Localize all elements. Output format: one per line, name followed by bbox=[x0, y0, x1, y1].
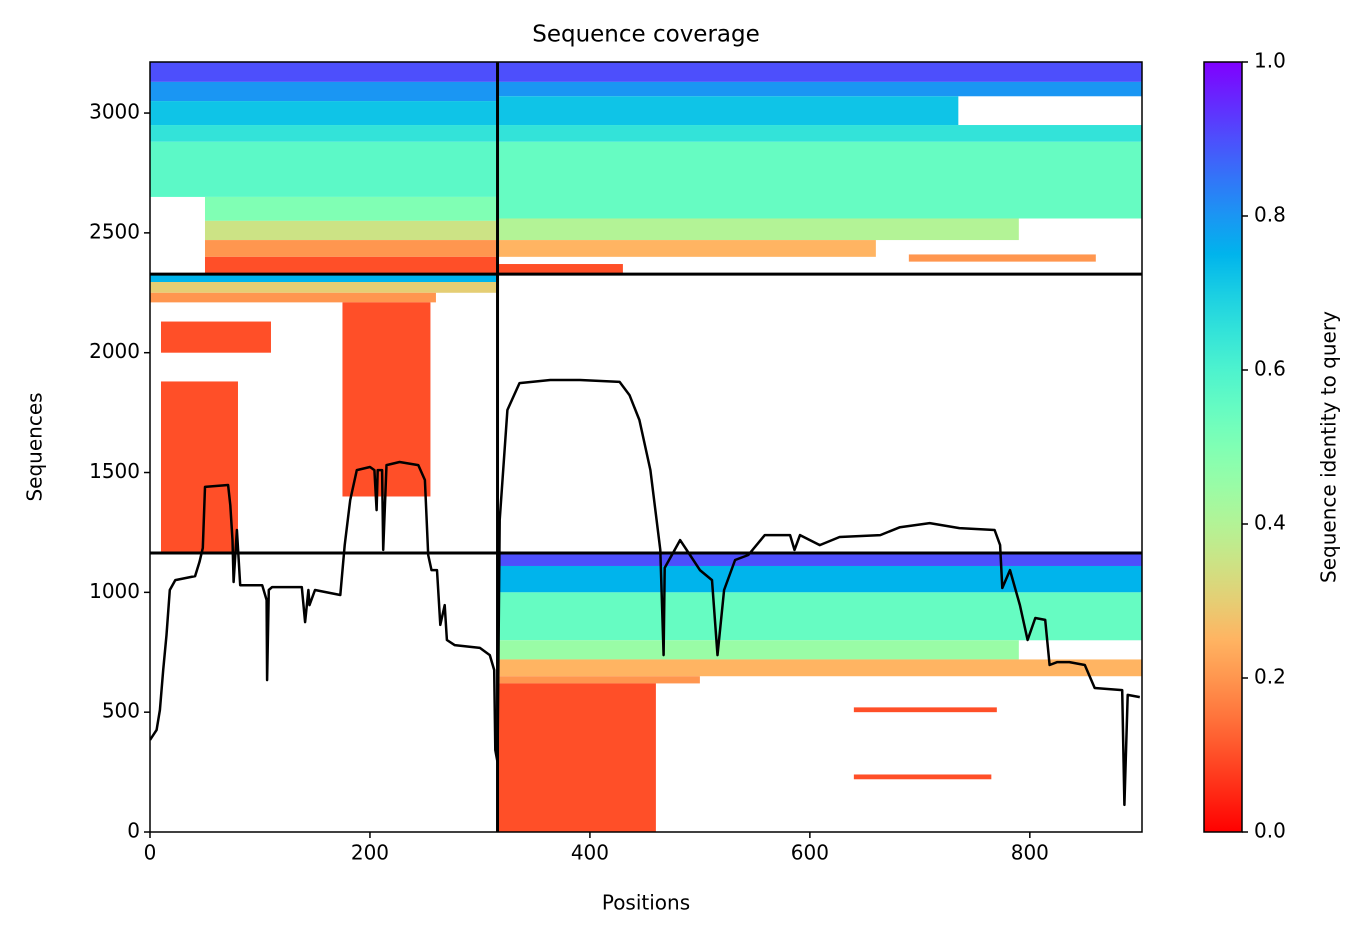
coverage-band bbox=[204, 196, 498, 221]
coverage-band bbox=[150, 274, 498, 282]
x-tick-label: 600 bbox=[791, 841, 829, 865]
colorbar-tick-label: 0.4 bbox=[1254, 511, 1286, 535]
coverage-band bbox=[150, 81, 498, 102]
coverage-band bbox=[497, 592, 1142, 641]
coverage-band bbox=[150, 101, 498, 126]
y-axis-label: Sequences bbox=[23, 392, 47, 501]
chart-title: Sequence coverage bbox=[532, 22, 760, 48]
coverage-band bbox=[497, 125, 1142, 142]
colorbar-tick-label: 1.0 bbox=[1254, 49, 1286, 73]
colorbar bbox=[1203, 61, 1243, 833]
coverage-band bbox=[497, 141, 1142, 219]
colorbar-tick-label: 0.2 bbox=[1254, 665, 1286, 689]
coverage-band bbox=[150, 282, 498, 293]
x-tick-label: 200 bbox=[351, 841, 389, 865]
x-tick-label: 400 bbox=[571, 841, 609, 865]
y-tick-label: 1500 bbox=[89, 459, 140, 483]
colorbar-label: Sequence identity to query bbox=[1317, 311, 1341, 583]
coverage-band bbox=[497, 659, 1142, 677]
x-tick-label: 800 bbox=[1011, 841, 1049, 865]
x-axis-label: Positions bbox=[602, 891, 690, 915]
colorbar-tick-label: 0.8 bbox=[1254, 203, 1286, 227]
coverage-band bbox=[150, 141, 498, 197]
y-tick-label: 500 bbox=[102, 699, 140, 723]
coverage-band bbox=[497, 264, 623, 275]
coverage-band bbox=[497, 240, 876, 257]
colorbar-tick-label: 0.6 bbox=[1254, 357, 1286, 381]
coverage-band bbox=[204, 256, 498, 275]
colorbar-tick-label: 0.0 bbox=[1254, 819, 1286, 843]
y-tick-label: 0 bbox=[127, 819, 140, 843]
coverage-band bbox=[150, 125, 498, 142]
plot-area bbox=[150, 62, 1142, 832]
x-tick-label: 0 bbox=[144, 841, 157, 865]
coverage-band bbox=[497, 96, 959, 126]
coverage-band bbox=[160, 381, 238, 554]
coverage-band bbox=[497, 218, 1019, 241]
coverage-band bbox=[497, 683, 656, 832]
y-tick-label: 3000 bbox=[89, 100, 140, 124]
plot-frame bbox=[149, 61, 1143, 833]
y-tick-label: 2000 bbox=[89, 339, 140, 363]
coverage-band bbox=[497, 62, 1142, 82]
coverage-band bbox=[160, 321, 271, 353]
coverage-band bbox=[497, 81, 1142, 97]
y-tick-label: 1000 bbox=[89, 579, 140, 603]
coverage-band bbox=[497, 565, 1142, 593]
coverage-band bbox=[853, 774, 992, 780]
coverage-band bbox=[497, 640, 1019, 660]
coverage-band bbox=[150, 292, 436, 303]
coverage-band bbox=[497, 553, 1142, 566]
y-tick-label: 2500 bbox=[89, 219, 140, 243]
coverage-band bbox=[497, 676, 700, 684]
coverage-band bbox=[908, 254, 1096, 262]
coverage-band bbox=[150, 62, 498, 82]
coverage-line bbox=[150, 378, 1141, 807]
coverage-band bbox=[204, 240, 498, 257]
coverage-band bbox=[204, 220, 498, 241]
coverage-band bbox=[853, 707, 997, 713]
